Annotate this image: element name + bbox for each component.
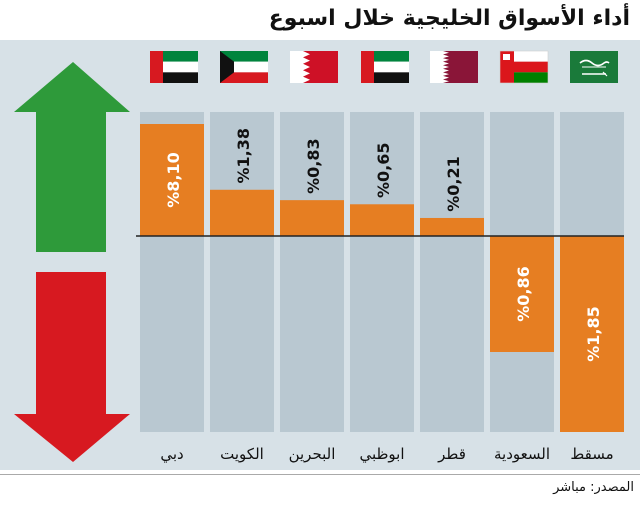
down-arrow-icon <box>14 272 130 462</box>
category-label: دبي <box>160 445 183 464</box>
data-label: %0,21 <box>444 156 463 212</box>
bar-background <box>350 112 414 432</box>
data-label: %1,38 <box>234 128 253 184</box>
qatar-flag-icon <box>430 51 478 83</box>
bahrain-flag-icon <box>290 51 338 83</box>
saudi-flag-icon <box>570 51 618 83</box>
uae-flag-icon <box>150 51 198 83</box>
data-label: %8,10 <box>164 152 183 208</box>
bars-group <box>136 112 624 432</box>
up-arrow-icon <box>14 62 130 252</box>
category-label: قطر <box>437 445 466 463</box>
bar-1 <box>210 189 274 236</box>
category-label: السعودية <box>494 445 550 463</box>
uae-flag-icon <box>361 51 409 83</box>
chart-title: أداء الأسواق الخليجية خلال اسبوع <box>268 6 630 31</box>
divider <box>0 474 640 475</box>
bar-3 <box>350 204 414 236</box>
kuwait-flag-icon <box>220 51 268 83</box>
data-label: %1,85 <box>584 306 603 362</box>
category-label: مسقط <box>570 445 613 463</box>
arrows-group <box>14 62 130 462</box>
data-label: %0,65 <box>374 143 393 199</box>
bar-5 <box>490 236 554 352</box>
bar-6 <box>560 236 624 432</box>
bar-4 <box>420 217 484 236</box>
flags-group <box>150 50 618 84</box>
oman-flag-icon <box>499 50 549 84</box>
bar-background <box>280 112 344 432</box>
category-label: البحرين <box>289 445 336 463</box>
bar-2 <box>280 200 344 236</box>
bar-0 <box>140 124 204 236</box>
data-label: %0,86 <box>514 266 533 322</box>
bar-background <box>420 112 484 432</box>
bar-background <box>210 112 274 432</box>
category-label: ابوظبي <box>359 445 404 464</box>
category-label: الكويت <box>220 445 264 463</box>
data-label: %0,83 <box>304 138 323 194</box>
labels-group: %8,10 دبي %1,38 الكويت %0,83 البحرين %0,65 ابوظ… <box>160 128 613 464</box>
source-note: المصدر: مباشر <box>553 480 634 495</box>
